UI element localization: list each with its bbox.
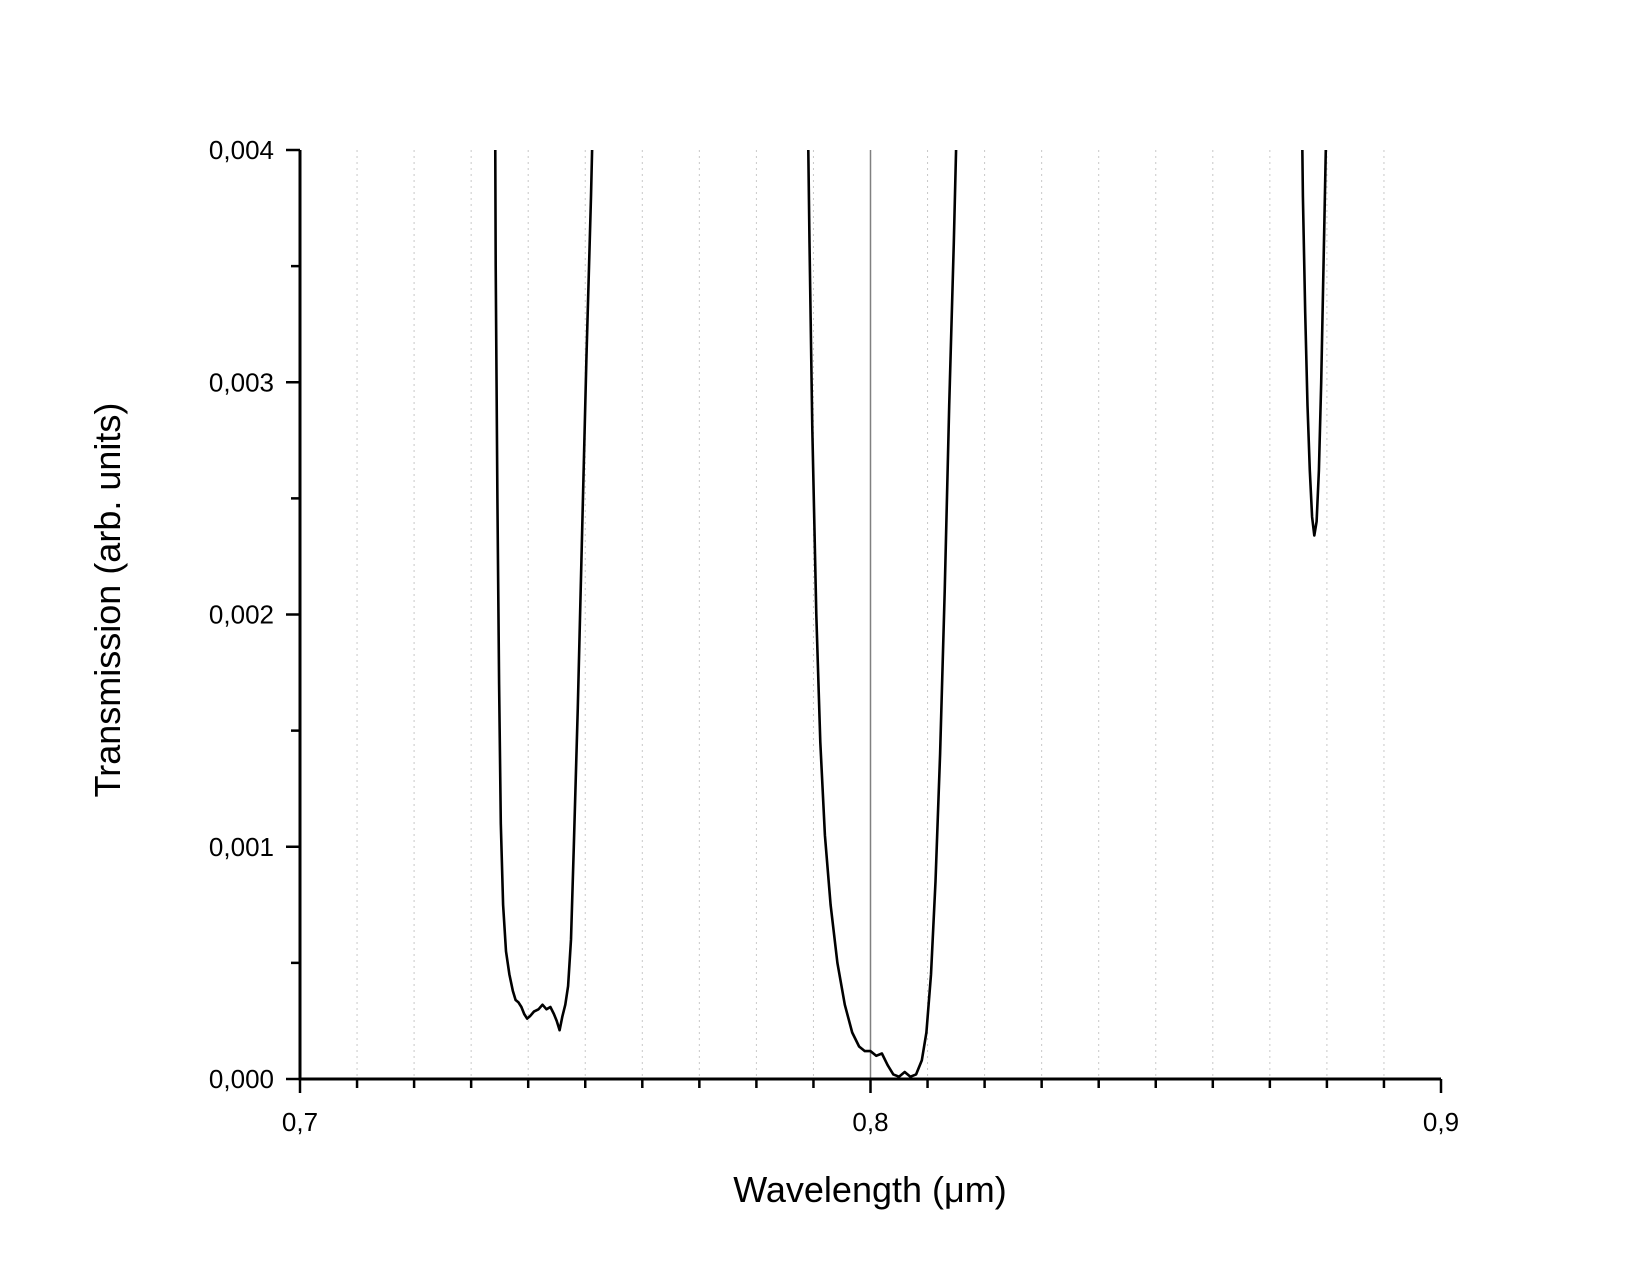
axes <box>286 148 1443 1093</box>
series-line-2 <box>806 150 958 1078</box>
y-tick-label: 0,001 <box>209 832 274 862</box>
data-series-group <box>493 150 1328 1078</box>
y-tick-label: 0,003 <box>209 367 274 397</box>
series-line-1 <box>493 150 594 1032</box>
y-tick-label: 0,000 <box>209 1064 274 1094</box>
x-axis-title: Wavelength (μm) <box>733 1169 1006 1210</box>
gridlines <box>356 150 1385 1079</box>
y-axis-title: Transmission (arb. units) <box>87 403 128 798</box>
x-tick-label: 0,8 <box>852 1107 888 1137</box>
x-tick-label: 0,9 <box>1423 1107 1459 1137</box>
series-line-3 <box>1301 150 1328 537</box>
tick-labels: 0,7 0,8 0,9 0,000 0,001 0,002 0,003 0,004 <box>209 135 1459 1137</box>
x-tick-label: 0,7 <box>282 1107 318 1137</box>
y-tick-label: 0,004 <box>209 135 274 165</box>
y-tick-label: 0,002 <box>209 600 274 630</box>
